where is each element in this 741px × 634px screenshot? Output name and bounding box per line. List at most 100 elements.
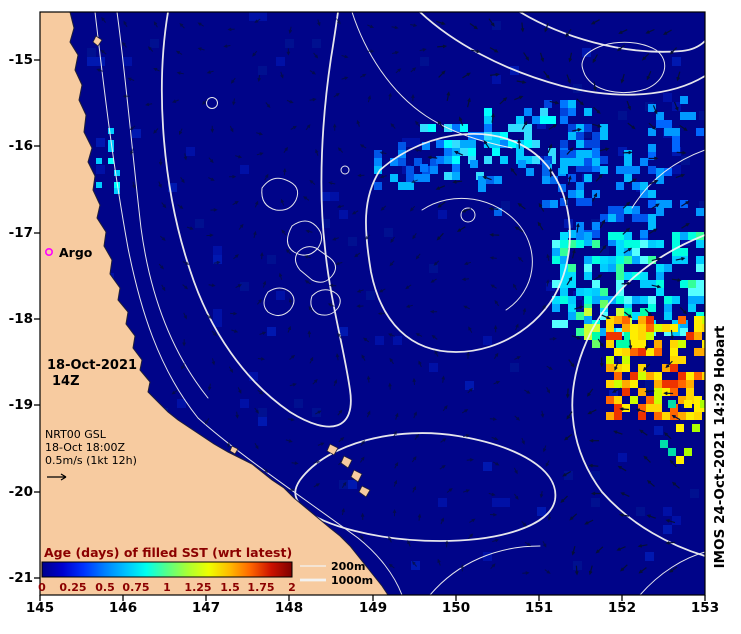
sst-age-cell xyxy=(692,424,700,432)
depth-200m-label: 200m xyxy=(331,560,365,573)
contour-small-loop-3 xyxy=(340,165,350,175)
sst-age-cell xyxy=(492,148,500,156)
sst-age-cell xyxy=(664,312,672,320)
sst-age-cell xyxy=(656,176,664,184)
sst-age-cell xyxy=(592,164,600,172)
sst-age-cell xyxy=(444,172,452,180)
sst-age-cell xyxy=(414,158,422,166)
sst-age-cell xyxy=(624,248,632,256)
contour-closed-loop-ne xyxy=(581,41,666,93)
sst-age-cell xyxy=(694,332,702,340)
sst-age-cell xyxy=(614,348,622,356)
y-axis-label: -15 xyxy=(9,52,33,68)
sst-age-cell xyxy=(374,166,382,174)
sst-age-cell xyxy=(646,396,654,404)
sst-age-cell xyxy=(622,356,630,364)
sst-age-cell xyxy=(648,144,656,152)
sst-age-cell xyxy=(630,396,638,404)
x-axis-label: 145 xyxy=(26,600,54,616)
landmass-queensland xyxy=(39,11,389,596)
sst-age-cell xyxy=(670,364,678,372)
sst-age-cell xyxy=(640,256,648,264)
colorbar-tick: 0.75 xyxy=(122,581,149,594)
sst-age-cell xyxy=(550,176,558,184)
sst-age-cell xyxy=(584,264,592,272)
x-axis-label: 149 xyxy=(359,600,387,616)
sst-age-cell xyxy=(672,136,680,144)
sst-age-cell xyxy=(606,380,614,388)
sst-age-cell xyxy=(654,388,662,396)
sst-age-cell xyxy=(584,324,592,332)
sst-age-cell xyxy=(108,158,114,164)
sst-age-cell xyxy=(645,552,654,561)
sst-age-cell xyxy=(648,296,656,304)
sst-age-cell xyxy=(114,170,120,176)
sst-age-cell xyxy=(374,150,382,158)
sst-age-cell xyxy=(640,280,648,288)
model-line3: 0.5m/s (1kt 12h) xyxy=(45,454,137,467)
sst-age-cell xyxy=(654,412,662,420)
sst-age-cell xyxy=(560,108,568,116)
sst-age-cell xyxy=(630,324,638,332)
sst-age-cell xyxy=(702,340,705,348)
contour-small-loop-2 xyxy=(206,97,218,109)
sst-age-cell xyxy=(638,388,646,396)
sst-age-cell xyxy=(592,340,600,348)
sst-age-cell xyxy=(640,308,648,316)
sst-age-cell xyxy=(444,140,452,148)
sst-age-cell xyxy=(696,240,704,248)
sst-age-cell xyxy=(568,230,576,238)
sst-age-cell xyxy=(393,336,402,345)
sst-age-cell xyxy=(640,214,648,222)
sst-age-cell xyxy=(670,388,678,396)
sst-age-cell xyxy=(249,372,258,381)
sst-age-cell xyxy=(568,190,576,198)
sst-age-cell xyxy=(564,219,573,228)
sst-age-cell xyxy=(384,228,393,237)
sst-age-cell xyxy=(484,156,492,164)
sst-age-cell xyxy=(374,182,382,190)
sst-age-cell xyxy=(616,240,624,248)
sst-age-cell xyxy=(552,280,560,288)
axis-ticks xyxy=(34,59,706,601)
sst-age-cell xyxy=(686,380,694,388)
x-axis-label: 150 xyxy=(442,600,470,616)
sst-age-cell xyxy=(678,412,686,420)
sst-age-cell xyxy=(96,158,102,164)
x-axis-label: 153 xyxy=(691,600,719,616)
sst-age-cell xyxy=(645,381,654,390)
sst-age-cell xyxy=(484,124,492,132)
sst-age-cell xyxy=(568,272,576,280)
sst-age-cell xyxy=(267,327,276,336)
sst-age-cell xyxy=(672,165,681,174)
sst-age-cell xyxy=(696,288,704,296)
datetime-annotation: 18-Oct-2021 14Z xyxy=(47,358,137,389)
sst-age-cell xyxy=(584,232,592,240)
sst-age-cell xyxy=(552,248,560,256)
sst-age-cell xyxy=(632,214,640,222)
sst-age-cell xyxy=(680,112,688,120)
x-axis-label: 148 xyxy=(275,600,303,616)
sst-age-cell xyxy=(688,280,696,288)
sst-age-cell xyxy=(622,380,630,388)
sst-age-cell xyxy=(632,296,640,304)
sst-age-cell xyxy=(654,396,662,404)
sst-age-cell xyxy=(339,327,348,336)
sst-age-cell xyxy=(606,316,614,324)
sst-age-cell xyxy=(648,200,656,208)
sst-age-cell xyxy=(616,288,624,296)
sst-age-cell xyxy=(478,176,486,184)
sst-age-cell xyxy=(584,272,592,280)
sst-age-cell xyxy=(592,280,600,288)
sst-age-cell xyxy=(696,232,704,240)
sst-age-cell xyxy=(584,158,592,166)
sst-age-cell xyxy=(632,240,640,248)
sst-age-cell xyxy=(132,129,141,138)
sst-age-cell xyxy=(339,210,348,219)
sst-age-cell xyxy=(654,380,662,388)
current-arrows xyxy=(96,16,557,575)
sst-age-cell xyxy=(684,400,692,408)
sst-age-cell xyxy=(532,156,540,164)
sst-age-cell xyxy=(366,291,375,300)
sst-age-cell xyxy=(406,166,414,174)
